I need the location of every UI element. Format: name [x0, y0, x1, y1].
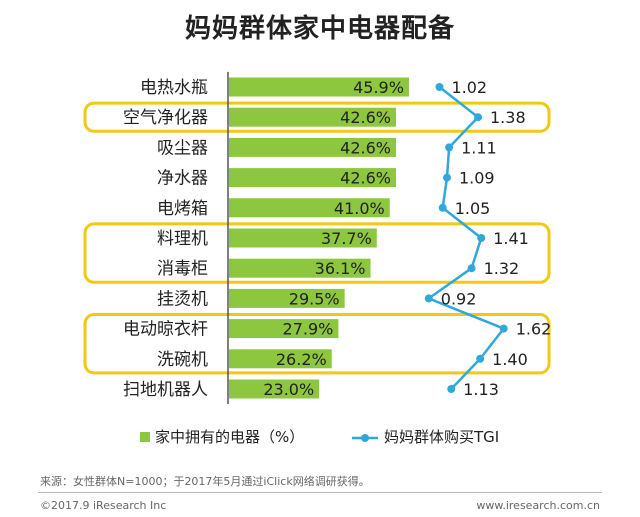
bar-value-label: 42.6% [340, 169, 391, 188]
tgi-point [474, 113, 483, 122]
tgi-value-label: 1.41 [493, 229, 529, 248]
legend-swatch-bar [140, 432, 150, 442]
bar [229, 107, 396, 127]
tgi-line: 1.021.38 1.11 1.09 1.051.41 1.32 0.92 1.62 1.40… [424, 78, 552, 399]
tgi-value-label: 1.62 [516, 320, 552, 339]
tgi-value-label: 1.32 [484, 259, 520, 278]
tgi-point [438, 203, 447, 212]
tgi-value-label: 1.38 [490, 108, 526, 127]
tgi-point [499, 324, 508, 333]
legend-label-line: 妈妈群体购买TGI [384, 428, 499, 446]
category-label: 吸尘器 [157, 138, 208, 158]
tgi-value-label: 1.05 [455, 199, 491, 218]
bar [229, 168, 396, 188]
category-label: 料理机 [157, 229, 208, 249]
tgi-point [435, 83, 444, 91]
tgi-point [442, 173, 451, 182]
bar [229, 198, 390, 218]
footer-divider [38, 492, 602, 493]
tgi-point [467, 264, 476, 273]
tgi-value-label: 1.02 [451, 78, 487, 97]
tgi-value-label: 1.40 [492, 350, 528, 369]
bar [229, 319, 339, 339]
highlight-boxes [83, 101, 551, 375]
chart-title: 妈妈群体家中电器配备 [184, 14, 455, 44]
bar-value-label: 23.0% [263, 380, 314, 399]
bar-value-label: 29.5% [289, 289, 340, 308]
bar [229, 137, 396, 157]
category-label: 洗碗机 [157, 350, 208, 370]
tgi-value-label: 0.92 [441, 289, 477, 308]
bar [229, 379, 320, 399]
bar-value-label: 37.7% [321, 229, 372, 248]
highlight-box [83, 222, 551, 284]
bars: 45.9% 42.6% 42.6% 42.6% 41.0% 37.7% 36.1% 29.5%… [229, 77, 409, 399]
category-label: 挂烫机 [157, 289, 208, 309]
source-note: 来源：女性群体N=1000；于2017年5月通过iClick网络调研获得。 [40, 475, 370, 488]
tgi-value-label: 1.09 [459, 169, 495, 188]
legend: 家中拥有的电器（%） 妈妈群体购买TGI [140, 428, 499, 446]
bar [229, 349, 332, 369]
bar [229, 258, 371, 278]
bar-value-label: 27.9% [283, 320, 334, 339]
bar-value-label: 42.6% [340, 108, 391, 127]
copyright-text: ©2017.9 iResearch Inc [40, 499, 167, 512]
legend-swatch-dot [361, 434, 369, 442]
bar-value-label: 41.0% [334, 199, 385, 218]
category-label: 净水器 [157, 169, 208, 189]
tgi-value-label: 1.13 [463, 380, 499, 399]
bar-value-label: 26.2% [276, 350, 327, 369]
category-label: 消毒柜 [157, 259, 208, 279]
tgi-point [424, 294, 433, 303]
bar-value-label: 42.6% [340, 138, 391, 157]
category-label: 电动晾衣杆 [123, 320, 208, 340]
bar [229, 228, 377, 248]
bar-value-label: 45.9% [353, 78, 404, 97]
tgi-point [476, 354, 485, 363]
category-label: 空气净化器 [123, 108, 208, 128]
bar [229, 288, 345, 308]
bar-value-label: 36.1% [315, 259, 366, 278]
tgi-point [447, 385, 456, 393]
tgi-value-label: 1.11 [461, 138, 497, 157]
bar [229, 77, 409, 97]
category-label: 电热水瓶 [140, 78, 208, 98]
highlight-box [83, 101, 551, 133]
category-label: 扫地机器人 [123, 380, 208, 400]
legend-label-bar: 家中拥有的电器（%） [155, 428, 304, 446]
tgi-point [445, 143, 454, 152]
highlight-box [83, 313, 551, 375]
category-label: 电烤箱 [157, 199, 208, 219]
site-url: www.iresearch.com.cn [476, 499, 600, 512]
tgi-point [477, 234, 486, 242]
